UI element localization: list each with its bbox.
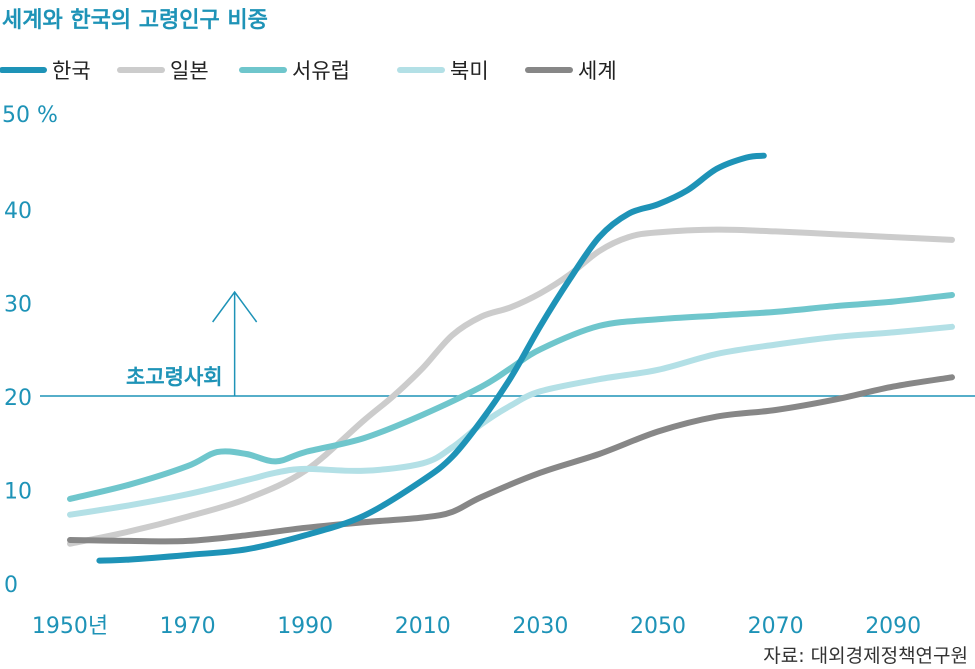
arrow-up-icon [212, 290, 258, 396]
legend-label: 세계 [578, 59, 617, 83]
series-line-3 [67, 374, 955, 545]
x-axis-ticks: 1950년 1970 1990 2010 2030 2050 2070 2090 [32, 614, 921, 639]
arrow-head [212, 290, 258, 323]
series-lines [67, 152, 955, 564]
y-tick-label: 30 [4, 293, 32, 318]
legend-label: 한국 [52, 59, 91, 83]
legend-label: 일본 [170, 59, 209, 83]
x-tick-label: 1990 [277, 614, 333, 639]
super-aged-label: 초고령사회 [126, 365, 223, 389]
y-axis-ticks: 0 10 20 30 40 [4, 199, 32, 598]
y-tick-label: 10 [4, 480, 32, 505]
legend: 한국 일본 서유럽 북미 세계 [0, 59, 617, 83]
legend-label: 북미 [450, 59, 489, 83]
x-tick-label: 2010 [395, 614, 451, 639]
x-tick-label: 1970 [160, 614, 216, 639]
source-note: 자료: 대외경제정책연구원 [763, 645, 968, 667]
x-tick-label: 2030 [512, 614, 568, 639]
x-tick-label: 2050 [630, 614, 686, 639]
y-tick-label: 40 [4, 199, 32, 224]
chart-title: 세계와 한국의 고령인구 비중 [2, 8, 268, 33]
x-tick-label: 1950년 [32, 614, 108, 639]
series-line-0 [67, 226, 955, 547]
x-tick-label: 2090 [865, 614, 921, 639]
series-line-4 [96, 152, 767, 564]
y-tick-label: 20 [4, 386, 32, 411]
y-tick-label: 0 [4, 573, 18, 598]
legend-label: 서유럽 [292, 59, 350, 83]
y-unit-label: 50 % [2, 103, 58, 128]
x-tick-label: 2070 [748, 614, 804, 639]
series-line-1 [67, 292, 955, 502]
